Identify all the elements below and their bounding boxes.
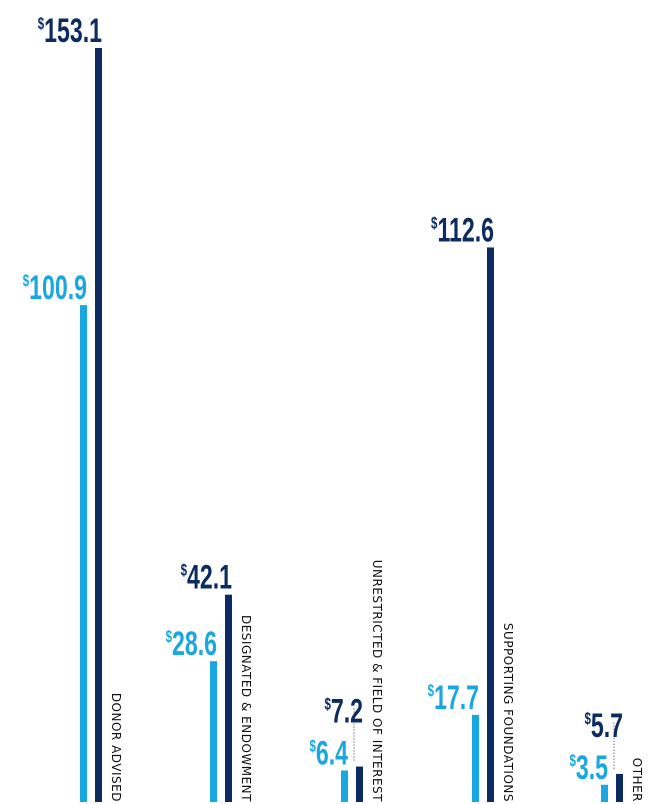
value-label-text: $6.4 xyxy=(309,735,348,772)
value-label: $28.6 xyxy=(166,626,217,663)
value-label: $100.9 xyxy=(23,270,87,307)
value-label-text: $100.9 xyxy=(23,270,87,307)
value-label: $3.5 xyxy=(569,750,608,787)
value-label-text: $112.6 xyxy=(431,212,494,249)
bar xyxy=(472,714,479,802)
value-label: $6.4 xyxy=(309,735,348,772)
value-label-text: $7.2 xyxy=(324,693,363,730)
value-label-text: $3.5 xyxy=(569,750,608,787)
bar xyxy=(210,661,217,802)
value-label-text: $153.1 xyxy=(38,13,102,50)
value-label: $5.7 xyxy=(584,708,623,745)
category-label: SUPPORTING FOUNDATIONS xyxy=(501,623,515,802)
value-label: $42.1 xyxy=(181,559,232,596)
value-label: $17.7 xyxy=(428,680,479,717)
bar xyxy=(356,766,363,802)
bar xyxy=(487,247,494,802)
bar xyxy=(601,784,608,802)
category-label: DESIGNATED & ENDOWMENT xyxy=(239,615,253,802)
bar xyxy=(341,770,348,802)
category-label: UNRESTRICTED & FIELD OF INTEREST xyxy=(370,560,384,802)
value-label: $153.1 xyxy=(38,13,102,50)
category-label: DONOR ADVISED xyxy=(109,693,123,802)
value-label-text: $17.7 xyxy=(428,680,479,717)
category-label: OTHER xyxy=(630,758,644,802)
value-label-text: $28.6 xyxy=(166,626,217,663)
bar xyxy=(616,773,623,802)
value-label: $112.6 xyxy=(431,212,494,249)
value-label-text: $42.1 xyxy=(181,559,232,596)
bar xyxy=(80,305,87,802)
bar xyxy=(95,48,102,802)
bar xyxy=(225,594,232,802)
value-label-text: $5.7 xyxy=(584,708,623,745)
value-label: $7.2 xyxy=(324,693,363,730)
